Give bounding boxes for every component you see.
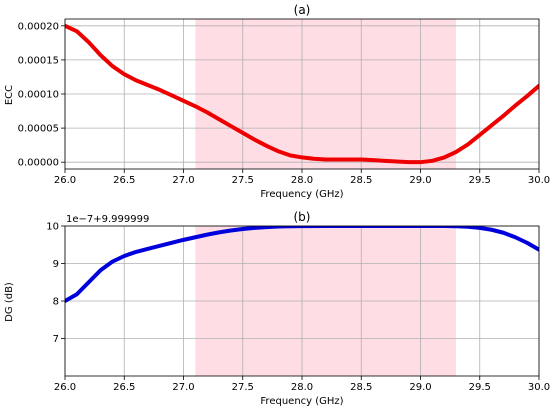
ecc-series-line [65,23,539,165]
dg-x-tick-label: 26.5 [113,382,135,393]
ecc-x-tick-label: 29.0 [409,175,431,186]
ecc-panel-title: (a) [294,3,311,17]
ecc-panel: 26.0 26.5 27.0 27.5 28.0 28.5 29.0 29.5 30.0 0.00… [4,3,550,200]
dg-y-tick-label: 7 [53,334,59,345]
ecc-x-tick-label: 27.0 [172,175,194,186]
dg-y-tick-label: 10 [46,222,59,233]
dg-x-tick-label: 29.0 [409,382,431,393]
ecc-y-tick-label: 0.00010 [18,90,59,101]
dg-x-tick-label: 28.0 [291,382,313,393]
ecc-x-tick-label: 26.0 [54,175,76,186]
ecc-y-tick-label: 0.00000 [18,158,59,169]
ecc-y-tick-label: 0.00005 [18,124,59,135]
ecc-x-tick-label: 28.0 [291,175,313,186]
dg-offset-text: 1e−7+9.999999 [66,214,149,225]
dg-x-axis-label: Frequency (GHz) [260,396,343,407]
ecc-y-tick-label: 0.00020 [18,21,59,32]
dg-x-tick-label: 27.0 [172,382,194,393]
dg-y-axis-label: DG (dB) [4,282,15,322]
dg-panel: 26.0 26.5 27.0 27.5 28.0 28.5 29.0 29.5 30.0 7 8 9 1… [4,210,550,407]
ecc-x-tick-label: 30.0 [528,175,550,186]
ecc-x-axis-label: Frequency (GHz) [260,189,343,200]
ecc-x-tick-label: 26.5 [113,175,135,186]
dg-x-tick-label: 30.0 [528,382,550,393]
ecc-x-tick-label: 27.5 [232,175,254,186]
dg-y-tick-label: 8 [53,297,59,308]
ecc-x-tick-label: 28.5 [350,175,372,186]
dg-x-tick-label: 27.5 [232,382,254,393]
dg-x-tick-label: 29.5 [469,382,491,393]
dg-y-tick-label: 9 [53,259,59,270]
ecc-x-tick-label: 29.5 [469,175,491,186]
ecc-y-axis-label: ECC [4,85,15,105]
dg-series-line [65,226,539,303]
dg-x-tick-label: 28.5 [350,382,372,393]
dg-axes-frame [64,225,540,377]
dg-x-tick-label: 26.0 [54,382,76,393]
dg-panel-title: (b) [294,210,311,224]
ecc-y-tick-label: 0.00015 [18,55,59,66]
ecc-axes-frame [64,18,540,170]
